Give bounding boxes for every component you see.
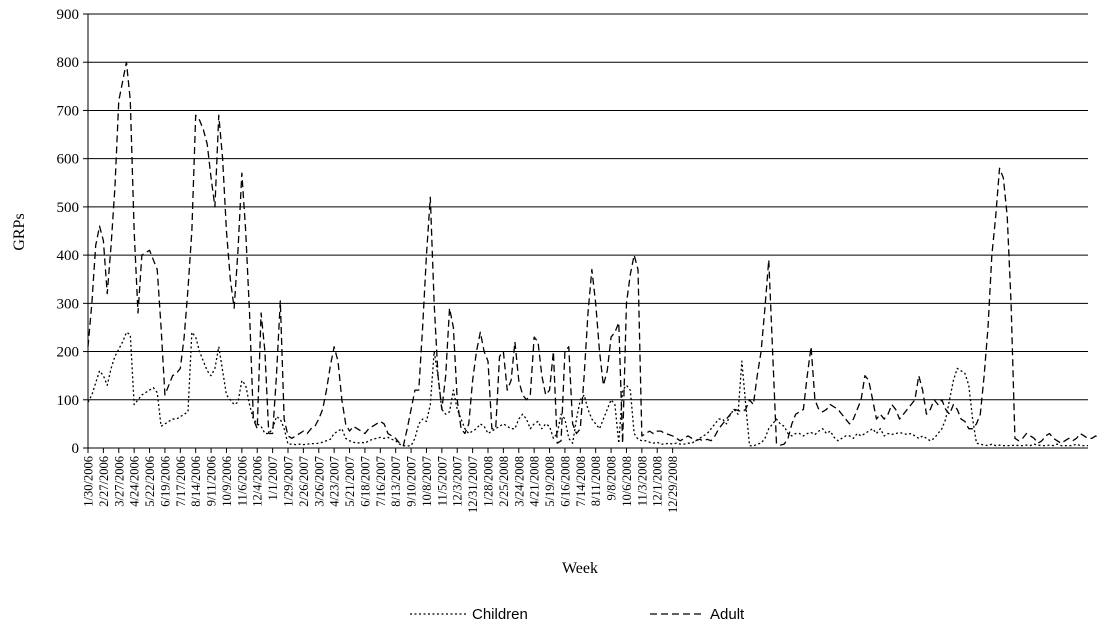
- y-tick-label: 100: [57, 393, 80, 409]
- x-tick-label: 10/8/2007: [420, 456, 434, 507]
- legend-label-adult: Adult: [710, 606, 745, 623]
- x-tick-label: 6/19/2006: [158, 456, 172, 507]
- x-tick-label: 4/21/2008: [528, 456, 542, 507]
- x-tick-label: 11/3/2008: [635, 456, 649, 506]
- x-tick-label: 7/17/2006: [174, 456, 188, 507]
- x-tick-label: 5/22/2006: [143, 456, 157, 507]
- x-tick-label: 5/19/2008: [543, 456, 557, 507]
- legend: Children Adult: [410, 606, 745, 623]
- y-tick-label: 600: [57, 152, 80, 168]
- y-axis-title: GRPs: [11, 213, 28, 250]
- y-tick-label: 400: [57, 248, 80, 264]
- x-tick-label: 12/31/2007: [466, 456, 480, 513]
- x-tick-label: 9/10/2007: [405, 456, 419, 507]
- x-tick-label: 8/11/2008: [589, 456, 603, 506]
- x-tick-label: 1/29/2007: [282, 456, 296, 507]
- y-tick-label: 500: [57, 200, 80, 216]
- y-tick-label: 200: [57, 345, 80, 361]
- x-tick-label: 12/29/2008: [666, 456, 680, 513]
- x-tick-label: 1/30/2006: [82, 456, 96, 507]
- gridlines: [88, 13, 1088, 401]
- x-tick-label: 3/24/2008: [512, 456, 526, 507]
- x-tick-label: 1/28/2008: [482, 456, 496, 507]
- legend-label-children: Children: [472, 606, 528, 623]
- x-tick-label: 8/13/2007: [389, 456, 403, 507]
- y-tick-label: 300: [57, 296, 80, 312]
- x-tick-label: 2/25/2008: [497, 456, 511, 507]
- x-tick-label: 6/18/2007: [358, 456, 372, 507]
- axes: [83, 13, 1088, 453]
- x-tick-label: 3/27/2006: [112, 456, 126, 507]
- x-tick-label: 6/16/2008: [558, 456, 572, 507]
- x-tick-label: 5/21/2007: [343, 456, 357, 507]
- x-tick-label: 1/1/2007: [266, 456, 280, 500]
- x-tick-label: 2/26/2007: [297, 456, 311, 507]
- x-tick-label: 10/6/2008: [620, 456, 634, 507]
- x-tick-label: 9/11/2006: [205, 456, 219, 506]
- series-line-adult: [87, 61, 1099, 447]
- x-tick-label: 10/9/2006: [220, 456, 234, 507]
- x-tick-label: 3/26/2007: [312, 456, 326, 507]
- y-tick-label: 700: [57, 103, 80, 119]
- y-tick-label: 0: [72, 441, 80, 457]
- x-tick-label: 12/1/2008: [651, 456, 665, 507]
- y-tick-label: 800: [57, 55, 80, 71]
- x-axis-title: Week: [562, 560, 598, 577]
- x-tick-label: 9/8/2008: [605, 456, 619, 500]
- x-tick-label: 8/14/2006: [189, 456, 203, 507]
- x-tick-label: 7/16/2007: [374, 456, 388, 507]
- x-tick-label: 7/14/2008: [574, 456, 588, 507]
- x-tick-label: 12/3/2007: [451, 456, 465, 507]
- x-tick-label: 2/27/2006: [97, 456, 111, 507]
- x-tick-label: 4/24/2006: [128, 456, 142, 507]
- series-line-children: [87, 331, 1088, 447]
- x-tick-label: 11/5/2007: [435, 456, 449, 506]
- x-tick-label: 12/4/2006: [251, 456, 265, 507]
- y-tick-label: 900: [57, 7, 80, 23]
- x-tick-label: 4/23/2007: [328, 456, 342, 507]
- x-tick-label: 11/6/2006: [235, 456, 249, 506]
- series: [87, 61, 1099, 447]
